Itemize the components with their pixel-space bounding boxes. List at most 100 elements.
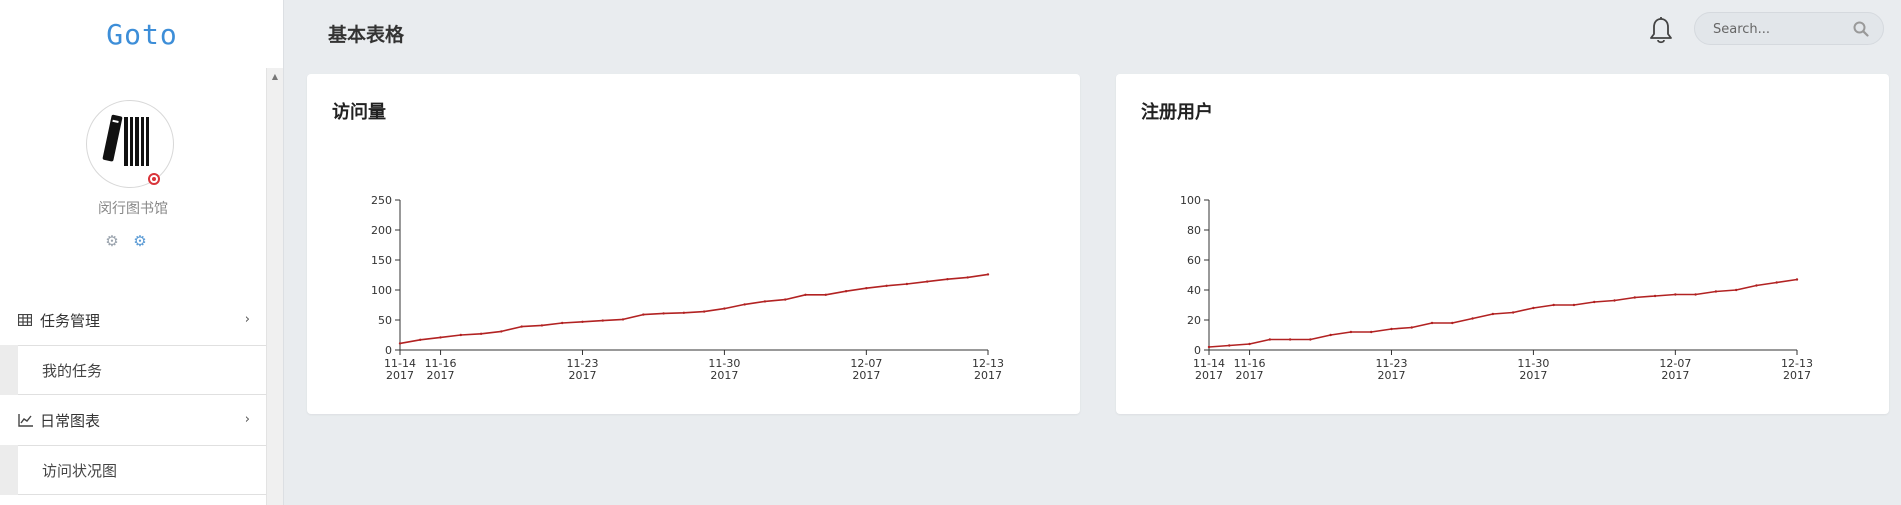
data-point (1572, 303, 1576, 307)
chevron-right-icon: › (244, 312, 250, 327)
y-tick-label: 0 (1194, 344, 1201, 357)
y-tick-label: 40 (1187, 284, 1201, 297)
data-point (966, 276, 969, 279)
search-box (1694, 12, 1884, 45)
y-tick-label: 0 (385, 344, 392, 357)
data-point (1329, 333, 1332, 337)
y-tick-label: 150 (371, 254, 392, 267)
menu-header-task-management[interactable]: 任务管理 › (0, 295, 266, 345)
data-point (1593, 300, 1596, 304)
data-point (1370, 330, 1373, 334)
data-point (1633, 296, 1636, 299)
menu-header-label: 任务管理 (40, 311, 101, 330)
data-point (1471, 317, 1474, 320)
x-tick-year-label: 2017 (974, 369, 1002, 382)
data-point (1491, 312, 1495, 316)
scroll-up-arrow-icon[interactable]: ▲ (271, 72, 279, 81)
data-point (1653, 294, 1657, 298)
settings-gear-blue-icon[interactable]: ⚙ (133, 231, 147, 250)
x-tick-label: 11-30 (708, 357, 740, 370)
chart-card-visits: 访问量 0 50 100 150 200 250 11-14 2017 11-16 2017 11-… (307, 74, 1080, 414)
x-tick-year-label: 2017 (1783, 369, 1811, 382)
data-point (986, 273, 990, 276)
avatar[interactable] (86, 100, 174, 188)
x-tick-year-label: 2017 (427, 369, 455, 382)
data-point (662, 312, 665, 315)
series-line (399, 273, 989, 345)
x-tick-label: 12-07 (1659, 357, 1691, 370)
x-tick-label: 12-13 (972, 357, 1004, 370)
app-logo[interactable]: Goto (106, 17, 178, 51)
x-tick-label: 11-23 (1375, 357, 1407, 370)
data-point (1734, 288, 1738, 292)
data-point (1268, 338, 1272, 341)
y-tick-label: 50 (378, 314, 392, 327)
data-point (1228, 344, 1231, 347)
data-point (540, 324, 544, 327)
line-chart-icon (18, 413, 36, 427)
chart-card-title: 注册用户 (1141, 102, 1213, 123)
x-tick-label: 12-13 (1781, 357, 1813, 370)
data-point (723, 307, 726, 310)
menu-group-daily-charts: 日常图表 › 访问状况图 (0, 395, 266, 495)
y-tick-label: 80 (1187, 224, 1201, 237)
data-point (398, 342, 402, 345)
notification-bell-icon[interactable] (1648, 16, 1674, 46)
x-tick-label: 11-16 (425, 357, 457, 370)
data-point (885, 284, 888, 287)
topbar: 基本表格 (284, 0, 1901, 66)
profile-actions: ⚙ ⚙ (103, 232, 149, 250)
x-tick-label: 12-07 (850, 357, 882, 370)
chart-card-registered-users: 注册用户 0 20 40 60 80 100 11-14 2017 11-16 2017 11-23… (1116, 74, 1889, 414)
data-point (601, 319, 604, 322)
data-point (702, 310, 706, 313)
menu-header-daily-charts[interactable]: 日常图表 › (0, 395, 266, 445)
x-tick-year-label: 2017 (568, 369, 596, 382)
y-tick-label: 200 (371, 224, 392, 237)
data-point (1349, 330, 1353, 334)
menu-group-task-management: 任务管理 › 我的任务 (0, 295, 266, 395)
data-point (479, 332, 483, 335)
x-tick-year-label: 2017 (386, 369, 414, 382)
page-title: 基本表格 (328, 24, 405, 46)
chevron-right-icon: › (244, 412, 250, 427)
data-point (1390, 327, 1393, 331)
data-point (824, 293, 827, 296)
x-tick-label: 11-30 (1517, 357, 1549, 370)
sidebar: Goto ▲ 闵行图书馆 ⚙ ⚙ (0, 0, 284, 505)
data-point (905, 282, 909, 286)
menu-sub-row: 我的任务 (0, 345, 266, 395)
y-tick-label: 100 (371, 284, 392, 297)
data-point (1410, 326, 1413, 329)
data-point (1674, 293, 1677, 296)
search-icon[interactable] (1853, 21, 1869, 37)
data-point (1451, 321, 1454, 325)
data-point (1288, 338, 1292, 341)
data-point (844, 290, 848, 293)
y-tick-label: 60 (1187, 254, 1201, 267)
x-tick-year-label: 2017 (1377, 369, 1405, 382)
data-point (520, 325, 523, 328)
table-icon (18, 314, 36, 326)
data-point (865, 287, 868, 290)
books-icon (102, 114, 149, 166)
data-point (1552, 303, 1555, 307)
data-point (1613, 299, 1616, 302)
search-input[interactable] (1711, 19, 1841, 39)
data-point (804, 293, 807, 296)
menu-item-visit-status[interactable]: 访问状况图 (18, 445, 266, 495)
x-tick-label: 11-23 (566, 357, 598, 370)
sidebar-scrollbar[interactable]: ▲ (266, 68, 283, 505)
menu-item-my-tasks[interactable]: 我的任务 (18, 345, 266, 395)
y-tick-label: 100 (1180, 194, 1201, 207)
settings-gear-icon[interactable]: ⚙ (105, 231, 119, 250)
sidebar-scroll-area: ▲ 闵行图书馆 ⚙ ⚙ (0, 68, 283, 505)
visits-line-chart: 05010015020025011-14201711-16201711-2320… (371, 194, 1004, 382)
x-tick-label: 11-16 (1234, 357, 1266, 370)
data-point (621, 318, 625, 321)
data-point (1714, 290, 1718, 293)
data-point (1795, 278, 1799, 281)
data-point (1755, 284, 1758, 287)
chart-card-title: 访问量 (332, 102, 386, 123)
x-tick-year-label: 2017 (1236, 369, 1264, 382)
